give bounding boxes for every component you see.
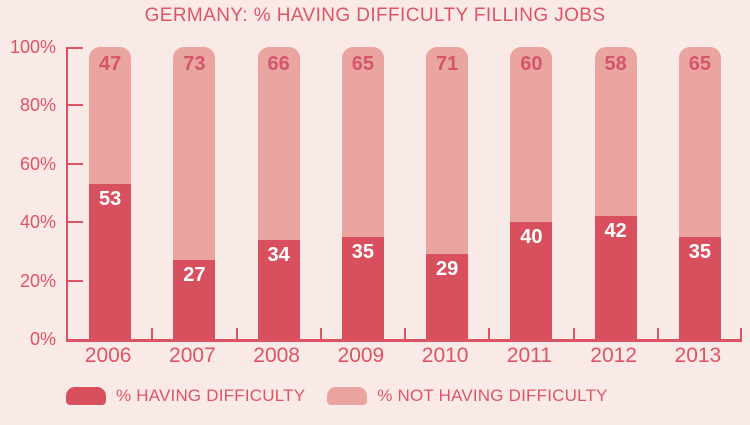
x-axis-labels: 2006 2007 2008 2009 2010 2011 2012 2013 xyxy=(66,344,740,368)
x-axis-tick xyxy=(740,328,742,339)
x-axis-tick xyxy=(657,328,659,339)
bar-slot: 73 27 xyxy=(152,47,236,339)
x-axis-category-label: 2006 xyxy=(84,344,132,367)
y-axis-tick-label: 40% xyxy=(19,212,56,233)
stacked-bar-2012: 58 42 xyxy=(594,47,637,339)
legend-entry: % NOT HAVING DIFFICULTY xyxy=(327,386,607,406)
segment-having-difficulty: 27 xyxy=(173,260,216,339)
stacked-bar-2008: 66 34 xyxy=(257,47,300,339)
legend-swatch-icon xyxy=(66,387,106,405)
bar-slot: 60 40 xyxy=(489,47,573,339)
stacked-bar-2011: 60 40 xyxy=(510,47,553,339)
legend-label: % HAVING DIFFICULTY xyxy=(116,386,306,405)
x-axis-tick xyxy=(488,328,490,339)
y-axis-tick xyxy=(68,221,83,224)
y-axis-tick xyxy=(68,104,83,107)
y-axis-tick xyxy=(68,47,83,49)
segment-having-difficulty: 42 xyxy=(594,216,637,339)
x-axis-tick xyxy=(151,328,153,339)
segment-not-having-difficulty: 66 xyxy=(257,47,300,240)
segment-having-difficulty: 40 xyxy=(510,222,553,339)
stacked-bar-2007: 73 27 xyxy=(173,47,216,339)
stacked-bar-2010: 71 29 xyxy=(426,47,469,339)
plot-area: 47 53 73 27 66 34 65 35 71 29 60 40 58 42 65 35 xyxy=(66,47,742,342)
segment-not-having-difficulty: 71 xyxy=(426,47,469,255)
x-axis-category-label: 2013 xyxy=(674,344,722,367)
bar-slot: 65 35 xyxy=(658,47,742,339)
segment-having-difficulty: 34 xyxy=(257,239,300,339)
x-axis-category-label: 2009 xyxy=(337,344,385,367)
segment-not-having-difficulty: 65 xyxy=(678,47,721,237)
y-axis-tick-label: 100% xyxy=(9,37,56,57)
stacked-bar-2009: 65 35 xyxy=(341,47,384,339)
y-axis-tick xyxy=(68,279,83,282)
bar-slot: 47 53 xyxy=(68,47,152,339)
y-axis-tick-label: 80% xyxy=(19,95,56,116)
legend-entry: % HAVING DIFFICULTY xyxy=(66,386,305,406)
chart-title: GERMANY: % HAVING DIFFICULTY FILLING JOB… xyxy=(144,5,606,26)
bar-slot: 71 29 xyxy=(405,47,489,339)
y-axis-tick-label: 0% xyxy=(29,329,56,349)
y-axis-tick-label: 20% xyxy=(19,270,56,291)
segment-having-difficulty: 35 xyxy=(678,236,721,339)
segment-not-having-difficulty: 47 xyxy=(89,47,132,185)
segment-not-having-difficulty: 60 xyxy=(510,47,553,223)
x-axis-category-label: 2012 xyxy=(590,344,637,367)
x-axis-tick xyxy=(236,328,238,339)
segment-not-having-difficulty: 65 xyxy=(341,47,384,237)
x-axis-tick xyxy=(320,328,322,339)
x-axis-tick xyxy=(573,328,575,339)
stacked-bar-2013: 65 35 xyxy=(678,47,721,339)
segment-not-having-difficulty: 58 xyxy=(594,47,637,217)
segment-having-difficulty: 53 xyxy=(89,184,132,339)
stacked-bar-2006: 47 53 xyxy=(89,47,132,339)
x-axis-category-label: 2010 xyxy=(421,344,469,367)
bar-slot: 66 34 xyxy=(237,47,321,339)
y-axis-labels: 0% 20% 40% 60% 80% 100% xyxy=(0,37,56,349)
x-axis-category-label: 2008 xyxy=(253,344,300,367)
x-axis-category-label: 2011 xyxy=(506,344,552,367)
legend: % HAVING DIFFICULTY % NOT HAVING DIFFICUL… xyxy=(66,386,608,406)
bar-slot: 65 35 xyxy=(321,47,405,339)
y-axis-tick xyxy=(68,162,83,165)
segment-having-difficulty: 29 xyxy=(426,254,469,339)
y-axis-tick-label: 60% xyxy=(19,153,56,174)
x-axis-category-label: 2007 xyxy=(169,344,216,367)
bar-slot: 58 42 xyxy=(574,47,658,339)
segment-having-difficulty: 35 xyxy=(341,236,384,339)
segment-not-having-difficulty: 73 xyxy=(173,47,216,261)
legend-swatch-icon xyxy=(327,387,368,405)
x-axis-tick xyxy=(404,328,406,339)
legend-label: % NOT HAVING DIFFICULTY xyxy=(377,386,608,405)
